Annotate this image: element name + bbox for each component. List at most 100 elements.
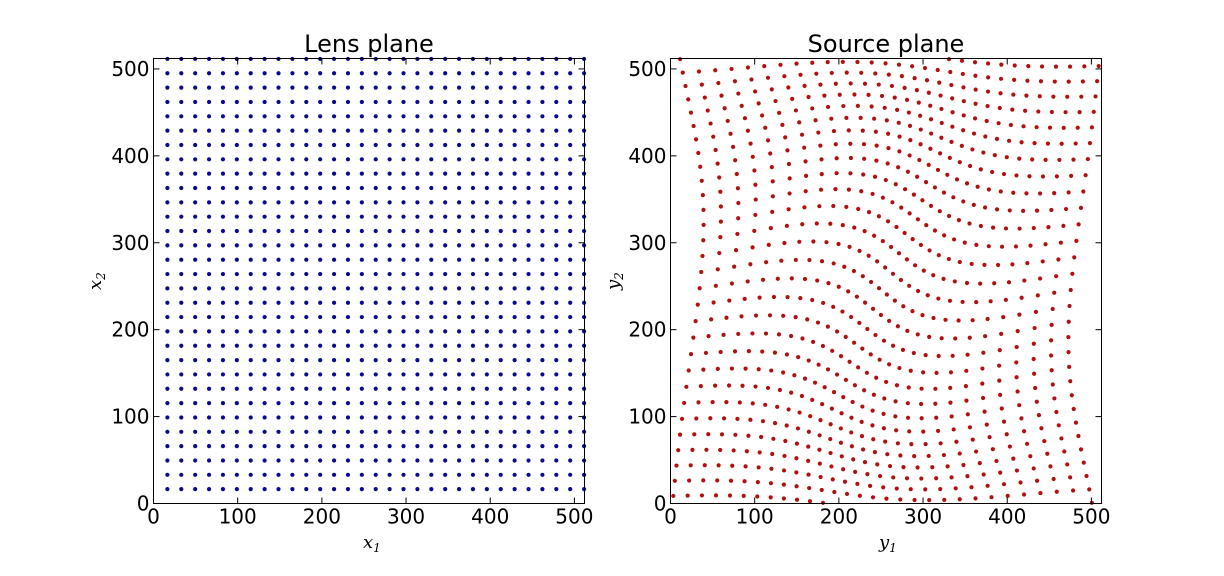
source-plane-point [919, 416, 924, 421]
lens-plane-point [290, 71, 295, 76]
lens-plane-point [387, 487, 392, 492]
source-plane-point [897, 149, 902, 154]
source-plane-point [753, 212, 758, 218]
lens-plane-point [248, 343, 253, 348]
lens-plane-point [193, 200, 198, 205]
source-plane-point [999, 62, 1004, 67]
lens-plane-point [484, 314, 489, 320]
source-plane-point [765, 385, 771, 391]
lens-plane-point [304, 99, 309, 105]
lens-plane-point [415, 329, 420, 334]
source-plane-point [986, 187, 991, 192]
lens-plane-point [568, 214, 573, 219]
source-plane-point [941, 190, 947, 195]
lens-plane-point [568, 314, 573, 320]
lens-plane-point [373, 214, 378, 219]
source-plane-point [783, 135, 788, 140]
lens-plane-point [331, 401, 337, 406]
lens-plane-points [165, 56, 587, 492]
source-plane-point [961, 199, 966, 204]
lens-plane-point [290, 114, 295, 119]
source-plane-point [693, 137, 699, 142]
source-plane-point [828, 221, 833, 226]
source-plane-point [921, 429, 926, 434]
lens-plane-point [318, 429, 323, 434]
lens-plane-point [220, 386, 226, 391]
source-plane-point [881, 411, 886, 417]
source-plane-point [744, 449, 749, 454]
lens-plane-point [568, 185, 573, 191]
source-plane-point [676, 448, 681, 453]
lens-plane-point [179, 429, 184, 434]
source-plane-point [837, 92, 842, 97]
lens-plane-point [526, 157, 531, 162]
source-plane-point [986, 61, 991, 66]
lens-plane-point [248, 458, 253, 463]
lens-plane-point [179, 185, 184, 191]
lens-plane-point [304, 185, 309, 191]
source-plane-point [965, 352, 970, 357]
source-plane-point [981, 350, 986, 355]
source-plane-point [849, 444, 854, 449]
lens-plane-point [220, 142, 226, 148]
lens-plane-point [165, 357, 170, 363]
source-plane-point [926, 162, 931, 168]
lens-plane-point [318, 415, 323, 420]
lens-plane-point [443, 415, 448, 420]
lens-plane-point [415, 157, 420, 162]
source-plane-point [947, 298, 953, 303]
lens-plane-point [373, 343, 378, 348]
source-plane-point [750, 154, 755, 159]
lens-plane-point [248, 71, 253, 76]
lens-plane-point [568, 415, 573, 420]
source-plane-point [945, 172, 950, 177]
lens-plane-point [415, 300, 420, 305]
lens-plane-xtick-label: 100 [219, 505, 257, 529]
source-plane-point [1021, 429, 1027, 434]
source-plane-point [1001, 419, 1007, 424]
lens-plane-point [206, 200, 212, 205]
source-plane-point [781, 313, 786, 318]
source-plane-point [729, 281, 735, 286]
source-plane-point [781, 370, 786, 375]
source-plane-point [678, 57, 683, 62]
lens-plane-point [526, 85, 531, 90]
source-plane-point [848, 81, 853, 86]
lens-plane-point [345, 314, 351, 320]
lens-plane-point [359, 128, 364, 133]
lens-plane-point [568, 300, 573, 305]
lens-plane-point [318, 343, 323, 348]
lens-plane-point [331, 243, 337, 248]
lens-plane-point [179, 85, 184, 90]
source-plane-point [807, 499, 813, 504]
source-plane-point [782, 453, 787, 459]
lens-plane-point [248, 114, 253, 119]
source-plane-point [1035, 293, 1040, 298]
source-plane-point [816, 362, 821, 367]
source-plane-point [890, 200, 895, 205]
lens-plane-point [304, 314, 309, 320]
source-plane-point [1068, 379, 1073, 384]
source-plane-point [1072, 255, 1077, 260]
lens-plane-point [220, 415, 226, 420]
lens-plane-point [331, 343, 337, 348]
source-plane-point [985, 103, 990, 109]
lens-plane-point [276, 386, 281, 391]
source-plane-point [688, 352, 694, 357]
source-plane-point [732, 264, 737, 269]
lens-plane-point [415, 343, 420, 348]
lens-plane-point [331, 157, 337, 162]
lens-plane-point [512, 128, 517, 133]
source-plane-point [736, 216, 741, 221]
lens-plane-point [165, 142, 170, 148]
lens-plane-point [415, 415, 420, 420]
lens-plane-point [554, 286, 559, 291]
lens-plane-point [290, 128, 295, 133]
lens-plane-point [470, 243, 476, 248]
source-plane-ytick-label: 0 [654, 492, 667, 516]
lens-plane-point [568, 372, 573, 377]
source-plane-point [994, 136, 1000, 141]
source-plane-point [967, 221, 972, 226]
lens-plane-point [248, 286, 253, 291]
lens-plane-point [484, 142, 489, 148]
